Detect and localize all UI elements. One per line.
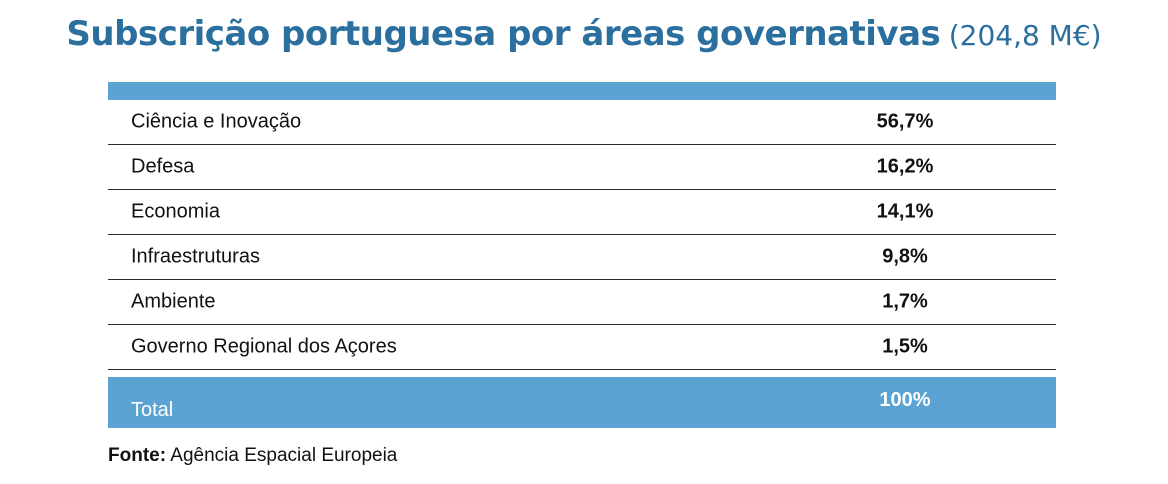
row-label: Governo Regional dos Açores [131,335,397,358]
row-value: 14,1% [876,200,934,223]
row-value: 9,8% [882,245,928,268]
row-label: Defesa [131,155,195,178]
row-value: 16,2% [876,155,934,178]
table-row: Economia 14,1% [108,190,1056,235]
row-label: Economia [131,200,220,223]
row-label: Ciência e Inovação [131,110,302,133]
table-total-row: Total 100% [108,377,1056,428]
row-value: 1,7% [882,290,928,313]
chart-title: Subscrição portuguesa por áreas governat… [66,14,941,54]
table-row: Ambiente 1,7% [108,280,1056,325]
table-row: Governo Regional dos Açores 1,5% [108,325,1056,370]
source-note: Fonte: Agência Espacial Europeia [108,445,397,467]
row-value: 56,7% [876,110,934,133]
table-row: Ciência e Inovação 56,7% [108,100,1056,145]
chart-title-line: Subscrição portuguesa por áreas governat… [0,14,1168,54]
source-text: Agência Espacial Europeia [170,445,398,466]
total-value: 100% [879,389,931,411]
chart-subtitle: (204,8 M€) [948,19,1102,52]
total-label: Total [131,399,174,421]
table-row: Infraestruturas 9,8% [108,235,1056,280]
data-table: Ciência e Inovação 56,7% Defesa 16,2% Econom… [108,82,1056,428]
row-value: 1,5% [882,335,928,358]
table-header-bar [108,82,1056,100]
row-label: Infraestruturas [131,245,260,268]
source-label: Fonte: [108,445,167,466]
table-body: Ciência e Inovação 56,7% Defesa 16,2% Econom… [108,100,1056,370]
row-label: Ambiente [131,290,216,313]
table-row: Defesa 16,2% [108,145,1056,190]
